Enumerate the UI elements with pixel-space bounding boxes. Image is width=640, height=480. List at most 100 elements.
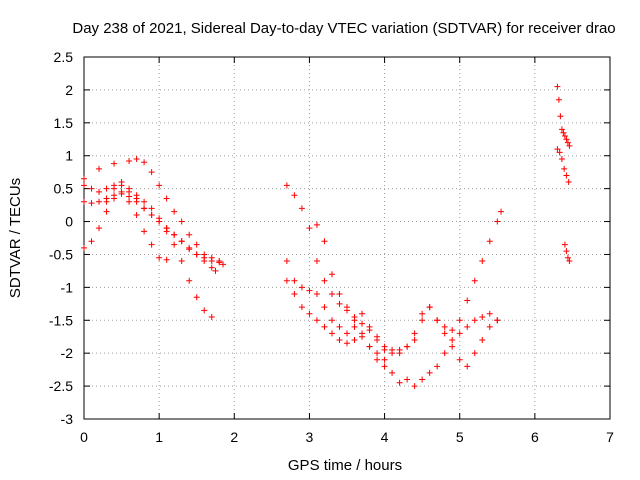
- data-point-track-8: [283, 277, 290, 284]
- grid: [84, 57, 610, 419]
- data-point-track-7: [374, 350, 381, 357]
- plot-frame: [83, 56, 611, 420]
- y-tick-label: 2.5: [54, 49, 74, 65]
- data-point-track-10: [555, 96, 562, 103]
- data-point-track-8: [464, 363, 471, 370]
- data-point-track-11: [554, 146, 561, 153]
- data-point-track-10: [554, 83, 561, 90]
- data-point-track-8: [359, 310, 366, 317]
- data-point-track-1: [148, 169, 155, 176]
- data-point-track-9: [411, 330, 418, 337]
- y-axis-label: SDTVAR / TECUs: [7, 178, 24, 298]
- data-point-track-9: [426, 304, 433, 311]
- data-point-track-4: [133, 211, 140, 218]
- data-point-track-9: [464, 323, 471, 330]
- data-point-track-4: [156, 254, 163, 261]
- x-tick-label: 1: [155, 429, 163, 445]
- data-point-track-10: [557, 113, 564, 120]
- y-tick-label: -2: [61, 345, 74, 361]
- data-point-track-7: [404, 376, 411, 383]
- data-point-track-8: [486, 323, 493, 330]
- data-point-track-3: [193, 251, 200, 258]
- data-points: [81, 83, 573, 390]
- y-tick-label: 1.5: [54, 115, 74, 131]
- tick-labels: 0 1 2 3 4 5 6 7 -3 -2.5 -2 -1.5 -1 -0.5 0 0.5 1 1.5 2 2.5: [49, 49, 614, 445]
- data-point-track-4: [111, 195, 118, 202]
- data-point-track-4: [103, 208, 110, 215]
- data-point-track-8: [336, 337, 343, 344]
- data-point-track-8: [471, 350, 478, 357]
- data-point-track-7: [396, 379, 403, 386]
- data-point-track-2: [212, 267, 219, 274]
- data-point-track-6: [321, 238, 328, 245]
- x-tick-label: 7: [606, 429, 614, 445]
- data-point-track-7: [366, 343, 373, 350]
- x-tick-label: 6: [531, 429, 539, 445]
- data-point-track-4: [118, 188, 125, 195]
- data-point-track-1: [163, 195, 170, 202]
- data-point-track-9: [351, 313, 358, 320]
- x-axis-label: GPS time / hours: [288, 457, 402, 474]
- data-point-track-9: [419, 310, 426, 317]
- data-point-track-8: [306, 310, 313, 317]
- data-point-track-1: [220, 261, 227, 268]
- data-point-track-5: [186, 277, 193, 284]
- data-point-track-9: [471, 317, 478, 324]
- data-point-track-5: [133, 195, 140, 202]
- data-point-track-8: [479, 337, 486, 344]
- data-point-track-9: [381, 343, 388, 350]
- data-point-track-1: [111, 160, 118, 167]
- data-point-track-4: [126, 198, 133, 205]
- data-point-track-9: [389, 346, 396, 353]
- data-point-track-2: [148, 205, 155, 212]
- data-point-track-1: [141, 159, 148, 166]
- data-point-track-7: [449, 337, 456, 344]
- data-point-track-3: [88, 200, 95, 207]
- x-tick-label: 4: [381, 429, 389, 445]
- data-point-track-11: [561, 165, 568, 172]
- data-point-track-5: [118, 182, 125, 189]
- data-point-track-9: [336, 300, 343, 307]
- data-point-track-3: [171, 231, 178, 238]
- x-tick-label: 3: [306, 429, 314, 445]
- data-point-track-6: [298, 205, 305, 212]
- data-point-track-9: [396, 350, 403, 357]
- data-point-track-9: [366, 327, 373, 334]
- data-point-track-8: [291, 290, 298, 297]
- data-point-track-4: [81, 244, 87, 251]
- y-tick-label: -2.5: [49, 378, 73, 394]
- data-point-track-4: [141, 228, 148, 235]
- data-point-track-9: [374, 333, 381, 340]
- data-point-track-12: [563, 248, 570, 255]
- data-point-track-8: [344, 340, 350, 347]
- data-point-track-7: [464, 297, 471, 304]
- x-tick-label: 5: [456, 429, 464, 445]
- data-point-track-7: [426, 369, 433, 376]
- data-point-track-9: [449, 327, 456, 334]
- data-point-track-7: [344, 330, 350, 337]
- data-point-track-1: [186, 231, 193, 238]
- chart-title: Day 238 of 2021, Sidereal Day-to-day VTE…: [72, 20, 615, 37]
- data-point-track-12: [566, 258, 573, 265]
- data-point-track-7: [336, 323, 343, 330]
- data-point-track-1: [81, 175, 87, 182]
- data-point-track-4: [163, 256, 170, 263]
- data-point-track-5: [156, 218, 163, 225]
- data-point-track-1: [171, 208, 178, 215]
- data-point-track-1: [156, 182, 163, 189]
- data-point-track-7: [291, 277, 298, 284]
- y-tick-label: -1.5: [49, 312, 73, 328]
- y-tick-label: 1: [65, 148, 73, 164]
- data-point-track-2: [96, 188, 103, 195]
- y-tick-label: -1: [61, 279, 74, 295]
- data-point-track-8: [351, 323, 358, 330]
- data-point-track-2: [208, 264, 215, 271]
- data-point-track-6: [291, 192, 298, 199]
- x-tick-label: 2: [230, 429, 238, 445]
- axis-ticks: [83, 56, 611, 420]
- data-point-track-1: [126, 157, 133, 164]
- data-point-track-10: [563, 136, 570, 143]
- data-point-track-5: [111, 185, 118, 192]
- data-point-track-8: [456, 356, 463, 363]
